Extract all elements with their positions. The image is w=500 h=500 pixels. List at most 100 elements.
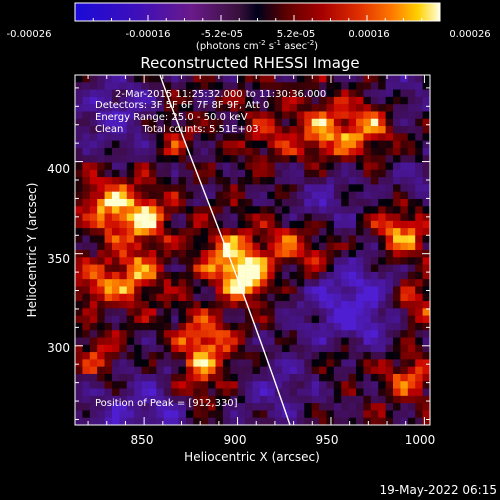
image-pixel	[363, 133, 372, 141]
image-pixel	[215, 330, 224, 338]
image-pixel	[97, 279, 105, 287]
image-pixel	[75, 111, 83, 120]
image-pixel	[82, 104, 91, 112]
image-pixel	[230, 133, 239, 141]
image-pixel	[333, 155, 342, 163]
image-pixel	[282, 366, 290, 375]
image-pixel	[171, 89, 179, 98]
image-pixel	[267, 213, 275, 222]
image-pixel	[319, 403, 327, 411]
colorbar-tick-label: 5.2e-05	[277, 29, 315, 40]
image-pixel	[363, 410, 372, 419]
image-pixel	[134, 271, 142, 280]
image-pixel	[156, 104, 165, 112]
image-pixel	[400, 177, 409, 185]
image-pixel	[267, 352, 275, 360]
image-pixel	[222, 89, 231, 98]
image-pixel	[304, 133, 312, 141]
image-pixel	[259, 206, 268, 214]
image-pixel	[171, 206, 179, 214]
image-pixel	[111, 126, 120, 134]
image-pixel	[97, 155, 105, 163]
image-pixel	[422, 373, 431, 382]
image-pixel	[148, 111, 157, 120]
image-pixel	[141, 96, 150, 105]
image-pixel	[97, 177, 105, 185]
image-pixel	[208, 242, 216, 251]
image-pixel	[333, 359, 342, 367]
image-pixel	[193, 344, 202, 353]
image-pixel	[148, 177, 157, 185]
image-pixel	[356, 140, 364, 149]
image-pixel	[82, 373, 91, 382]
image-pixel	[134, 337, 142, 346]
image-pixel	[319, 198, 327, 207]
image-pixel	[222, 417, 231, 426]
image-pixel	[200, 308, 209, 316]
image-pixel	[370, 373, 379, 382]
image-pixel	[415, 184, 423, 192]
image-pixel	[422, 315, 431, 324]
image-pixel	[267, 82, 275, 90]
image-pixel	[363, 184, 372, 192]
image-pixel	[193, 381, 202, 389]
image-pixel	[274, 206, 283, 214]
image-pixel	[326, 155, 335, 163]
image-pixel	[119, 381, 128, 389]
image-pixel	[97, 104, 105, 112]
image-pixel	[400, 184, 409, 192]
image-pixel	[97, 388, 105, 397]
image-pixel	[289, 293, 298, 302]
image-pixel	[415, 308, 423, 316]
image-pixel	[126, 89, 135, 98]
image-pixel	[148, 301, 157, 309]
image-pixel	[171, 104, 179, 112]
image-pixel	[134, 403, 142, 411]
image-pixel	[104, 388, 113, 397]
image-pixel	[341, 388, 349, 397]
image-pixel	[237, 140, 246, 149]
image-pixel	[82, 271, 91, 280]
image-pixel	[230, 250, 239, 258]
image-pixel	[259, 322, 268, 331]
image-pixel	[245, 301, 253, 309]
image-pixel	[289, 155, 298, 163]
image-pixel	[178, 344, 187, 353]
image-pixel	[415, 315, 423, 324]
image-pixel	[171, 162, 179, 171]
image-pixel	[304, 126, 312, 134]
image-pixel	[89, 388, 98, 397]
image-pixel	[156, 264, 165, 273]
image-pixel	[178, 242, 187, 251]
image-pixel	[141, 330, 150, 338]
image-pixel	[304, 82, 312, 90]
image-pixel	[200, 242, 209, 251]
image-pixel	[400, 395, 409, 404]
image-pixel	[230, 242, 239, 251]
image-pixel	[415, 250, 423, 258]
image-pixel	[319, 344, 327, 353]
image-pixel	[400, 169, 409, 178]
image-pixel	[282, 96, 290, 105]
image-pixel	[208, 286, 216, 295]
image-pixel	[378, 301, 386, 309]
image-pixel	[385, 373, 394, 382]
image-pixel	[230, 381, 239, 389]
image-pixel	[156, 89, 165, 98]
image-pixel	[385, 315, 394, 324]
image-pixel	[422, 177, 431, 185]
image-pixel	[148, 82, 157, 90]
image-pixel	[252, 308, 261, 316]
image-pixel	[148, 388, 157, 397]
image-pixel	[311, 250, 320, 258]
image-pixel	[274, 264, 283, 273]
image-pixel	[274, 235, 283, 244]
image-pixel	[370, 126, 379, 134]
image-pixel	[311, 381, 320, 389]
image-pixel	[415, 191, 423, 200]
image-pixel	[178, 118, 187, 127]
image-pixel	[200, 322, 209, 331]
image-pixel	[163, 177, 172, 185]
image-pixel	[119, 359, 128, 367]
image-pixel	[178, 147, 187, 156]
